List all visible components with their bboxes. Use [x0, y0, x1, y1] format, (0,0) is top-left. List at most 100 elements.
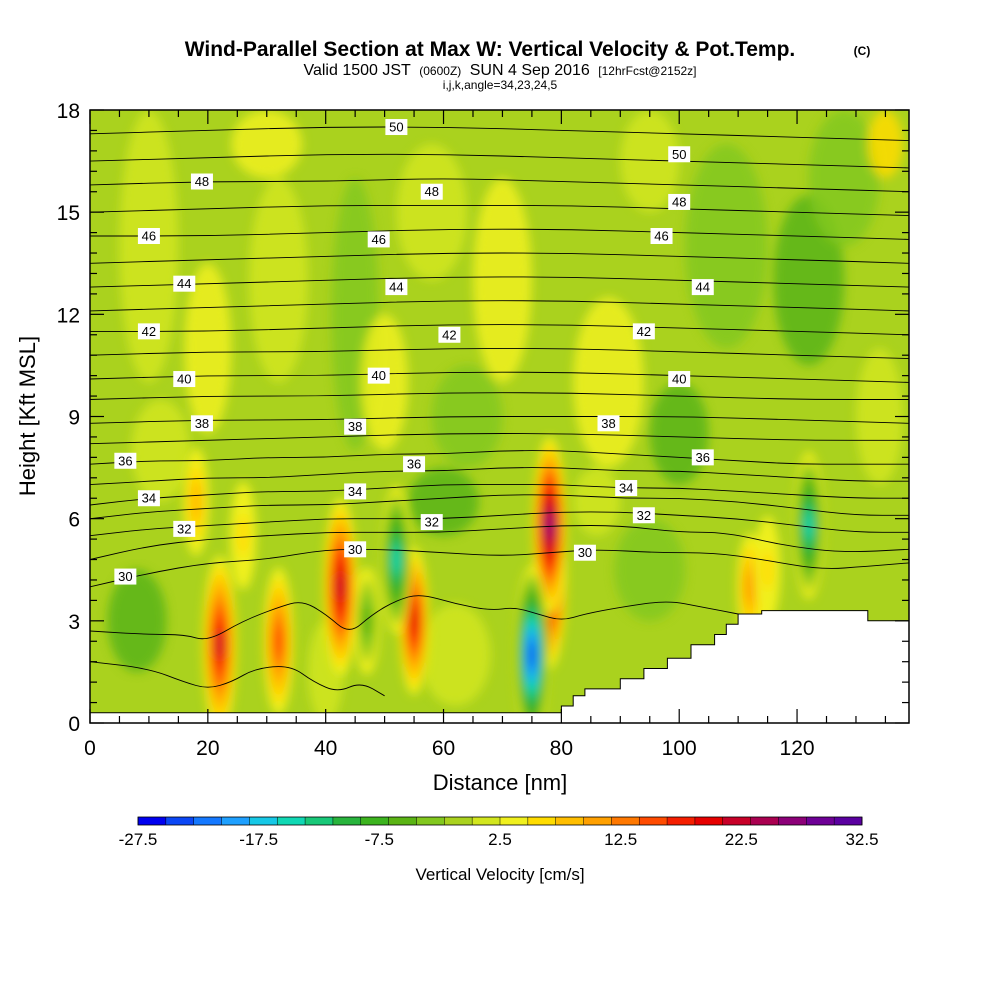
contour-label-bg [691, 279, 714, 296]
contour-label-bg [344, 418, 367, 435]
contour-label-bg [190, 173, 213, 190]
subtitle-forecast: [12hrFcst@2152z] [598, 64, 696, 78]
contour-49 [90, 153, 909, 169]
contour-label-42: 42 [438, 326, 461, 343]
velocity-feature [514, 565, 549, 723]
velocity-feature [230, 481, 257, 590]
x-axis: 0 20 40 60 80 100 120 [84, 110, 887, 760]
contour-label-bg [137, 228, 160, 245]
contour-label-46: 46 [367, 231, 390, 248]
contour-label-bg [403, 456, 426, 473]
contour-label-text: 40 [672, 372, 686, 387]
contour-label-text: 42 [142, 324, 156, 339]
colorbar-label: -27.5 [119, 830, 158, 849]
contour-label-text: 48 [195, 174, 209, 189]
contour-label-bg [190, 415, 213, 432]
texture-patch [396, 144, 468, 281]
contour-label-36: 36 [114, 452, 137, 469]
contour-label-text: 42 [442, 327, 456, 342]
colorbar-label: -7.5 [365, 830, 394, 849]
velocity-feature [381, 485, 412, 634]
contour-label-bg [573, 544, 596, 561]
contour-39 [90, 392, 909, 400]
colorbar-swatch [778, 817, 807, 825]
colorbar-swatch [694, 817, 724, 825]
contour-28 [90, 661, 385, 697]
texture-patch [573, 467, 621, 536]
y-tick-label: 0 [68, 713, 80, 736]
texture-patch [408, 467, 479, 536]
contour-label-bg [420, 514, 443, 531]
contour-label-bg [173, 371, 196, 388]
colorbar-swatch [444, 817, 473, 825]
contour-label-bg [691, 449, 714, 466]
contour-label-text: 44 [177, 276, 191, 291]
y-tick-label: 9 [68, 407, 80, 430]
y-tick-label: 15 [57, 202, 80, 225]
contour-label-bg [173, 520, 196, 537]
colorbar-swatch [388, 817, 417, 825]
contour-label-42: 42 [137, 323, 160, 340]
texture-patch [231, 110, 303, 179]
texture-patch [107, 569, 167, 672]
y-axis-label: Height [Kft MSL] [15, 336, 40, 496]
x-tick-label: 80 [550, 737, 573, 760]
contour-label-text: 50 [672, 147, 686, 162]
contour-label-46: 46 [137, 228, 160, 245]
contour-label-text: 32 [425, 515, 439, 530]
contour-label-bg [137, 323, 160, 340]
contour-label-38: 38 [190, 415, 213, 432]
colorbar-label: 12.5 [604, 830, 637, 849]
velocity-feature [793, 451, 824, 600]
contour-label-50: 50 [385, 119, 408, 136]
colorbar-swatch [611, 817, 640, 825]
velocity-feature [263, 567, 294, 716]
contour-label-bg [668, 146, 691, 163]
x-tick-label: 40 [314, 737, 337, 760]
contour-48 [90, 178, 909, 193]
contour-label-text: 30 [348, 542, 362, 557]
contour-29 [90, 595, 739, 640]
contour-46 [90, 228, 909, 240]
subtitle-utc-time: (0600Z) [419, 64, 461, 78]
contour-label-text: 50 [389, 120, 403, 135]
colorbar-swatch [277, 817, 306, 825]
velocity-ring [528, 643, 536, 666]
velocity-ring [546, 513, 553, 538]
contour-label-bg [597, 415, 620, 432]
contour-37 [90, 433, 909, 445]
contour-label-bg [137, 490, 160, 507]
colorbar-title: Vertical Velocity [cm/s] [415, 865, 584, 884]
y-tick-label: 3 [68, 611, 80, 634]
contour-label-text: 34 [619, 481, 633, 496]
contour-47 [90, 204, 909, 217]
colorbar-swatch [583, 817, 612, 825]
texture-patch [649, 382, 709, 485]
velocity-ring [190, 480, 202, 523]
contour-label-bg [650, 228, 673, 245]
x-tick-label: 120 [780, 737, 815, 760]
colorbar-label: 2.5 [488, 830, 512, 849]
contour-label-38: 38 [344, 418, 367, 435]
plot-area: 30 30 30 32 32 32 34 34 34 36 36 36 38 38 38 40 40 40 42 42… [90, 110, 909, 723]
texture-patch [184, 263, 232, 434]
contour-label-bg [668, 193, 691, 210]
velocity-feature [202, 555, 237, 723]
contour-label-46: 46 [650, 228, 673, 245]
title-copyright-mark: (C) [854, 44, 871, 58]
contour-label-bg [344, 541, 367, 558]
contour-label-48: 48 [668, 193, 691, 210]
velocity-ring [805, 512, 813, 539]
contour-label-32: 32 [632, 507, 655, 524]
contour-label-32: 32 [173, 520, 196, 537]
contour-32 [90, 511, 909, 537]
contour-label-44: 44 [173, 275, 196, 292]
colorbar-swatch [138, 817, 167, 825]
texture-patch [867, 110, 904, 179]
contour-34 [90, 484, 909, 506]
contour-label-30: 30 [344, 541, 367, 558]
contour-label-text: 48 [425, 184, 439, 199]
contour-labels: 30 30 30 32 32 32 34 34 34 36 36 36 38 38 38 40 40 40 42 42… [114, 119, 714, 585]
x-axis-label: Distance [nm] [433, 770, 568, 795]
colorbar-swatch [667, 817, 696, 825]
